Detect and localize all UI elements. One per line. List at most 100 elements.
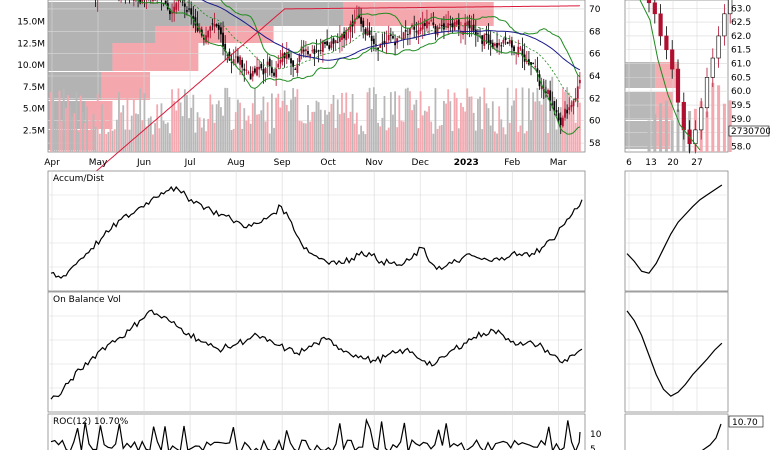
volume-bar-6 — [62, 88, 65, 152]
volume-bar-46 — [147, 118, 150, 152]
candle-body-189 — [451, 23, 454, 28]
candle-body-175 — [421, 23, 424, 30]
candle-body-57 — [171, 12, 173, 14]
volume-bar-113 — [290, 99, 292, 152]
volume-bar-90 — [241, 128, 244, 152]
candle-body-157 — [383, 40, 386, 44]
candle-body-78 — [215, 24, 218, 27]
volume-bar-194 — [462, 107, 464, 152]
date-tick-9: 2023 — [454, 158, 479, 168]
candle-body-88 — [237, 56, 239, 63]
candle-body-191 — [455, 20, 458, 25]
candle-body-236 — [551, 103, 554, 105]
volume-by-price-red-3 — [101, 72, 151, 100]
candle-body-214 — [504, 37, 507, 41]
candle-body-83 — [226, 54, 229, 56]
date-tick-0: Apr — [44, 158, 60, 168]
volume-bar-42 — [139, 88, 142, 152]
candle-body-76 — [211, 23, 214, 25]
volume-bar-71 — [200, 127, 203, 152]
candle-body-139 — [345, 30, 348, 41]
inset-volume-bar-12 — [717, 85, 721, 152]
candle-body-206 — [487, 34, 490, 44]
candle-body-54 — [164, 0, 167, 4]
inset-volume-bar-5 — [676, 109, 680, 152]
volume-bar-12 — [75, 92, 78, 152]
candle-body-195 — [464, 22, 467, 34]
candle-body-146 — [360, 17, 363, 24]
candle-body-207 — [489, 40, 492, 44]
candle-body-118 — [300, 46, 303, 54]
volume-bar-100 — [262, 96, 265, 152]
obv-grid — [48, 292, 585, 412]
volume-bar-78 — [215, 104, 218, 152]
obv-frame — [47, 291, 586, 413]
volume-bar-60 — [177, 88, 180, 152]
volume-bar-218 — [513, 100, 515, 152]
volume-bar-221 — [519, 125, 522, 152]
candle-body-171 — [413, 26, 416, 30]
volume-bar-64 — [186, 95, 188, 152]
volume-bar-99 — [260, 110, 263, 152]
volume-bar-171 — [413, 104, 416, 152]
volume-bar-215 — [506, 87, 509, 152]
volume-bar-48 — [152, 134, 154, 152]
accum-dist-panel: Accum/Dist — [47, 170, 729, 292]
candle-body-205 — [485, 33, 488, 35]
volume-tick-4: 12.5M — [17, 39, 45, 49]
volume-bar-248 — [576, 90, 579, 152]
date-tick-6: Oct — [320, 158, 336, 168]
inset-candle-body-10 — [704, 77, 710, 109]
candle-body-101 — [264, 68, 267, 74]
volume-bar-88 — [237, 99, 239, 152]
candle-body-137 — [341, 34, 343, 40]
candle-body-79 — [217, 25, 220, 30]
volume-bar-37 — [128, 129, 131, 152]
candle-body-59 — [175, 3, 178, 10]
inset-candle-body-14 — [728, 0, 733, 15]
volume-bar-181 — [434, 88, 437, 152]
candle-body-124 — [313, 48, 316, 54]
inset-date-tick-1: 13 — [645, 158, 656, 168]
candle-body-247 — [574, 97, 577, 101]
candle-body-119 — [302, 49, 305, 52]
candle-body-81 — [222, 32, 224, 47]
date-tick-5: Sep — [274, 158, 291, 168]
volume-bar-162 — [394, 91, 396, 152]
candle-body-218 — [513, 46, 515, 51]
volume-bar-227 — [532, 92, 535, 152]
candle-body-183 — [438, 27, 441, 29]
volume-bar-31 — [115, 119, 118, 152]
price-tick-58: 58 — [589, 139, 601, 149]
volume-bar-147 — [362, 131, 365, 152]
price-overlays — [50, 0, 581, 211]
volume-bar-82 — [224, 87, 227, 152]
volume-bar-144 — [355, 112, 358, 152]
volume-bar-168 — [406, 87, 409, 152]
candle-body-136 — [338, 37, 341, 42]
candle-body-221 — [519, 47, 522, 49]
volume-bar-127 — [319, 109, 322, 152]
candle-body-186 — [445, 26, 447, 28]
volume-bar-115 — [294, 96, 297, 152]
volume-bar-214 — [504, 134, 507, 152]
volume-bar-154 — [377, 122, 379, 152]
candle-body-68 — [194, 17, 197, 26]
candle-body-166 — [402, 32, 405, 40]
volume-bar-210 — [496, 133, 498, 152]
inset-date-tick-0: 6 — [626, 158, 632, 168]
candle-body-160 — [389, 34, 392, 36]
volume-bar-117 — [298, 120, 301, 152]
roc-title: ROC(12) 10.70% — [53, 417, 129, 427]
volume-bar-141 — [349, 111, 352, 152]
volume-by-price-red-2 — [112, 43, 199, 71]
inset-volume-bar-4 — [670, 120, 674, 152]
volume-bar-204 — [483, 87, 486, 152]
volume-bar-27 — [107, 131, 110, 152]
volume-bar-55 — [166, 122, 169, 152]
candle-body-162 — [394, 41, 396, 46]
candle-body-212 — [500, 45, 503, 47]
roc-line — [50, 417, 581, 450]
inset-date-tick-2: 20 — [667, 158, 679, 168]
candle-body-86 — [232, 59, 235, 64]
